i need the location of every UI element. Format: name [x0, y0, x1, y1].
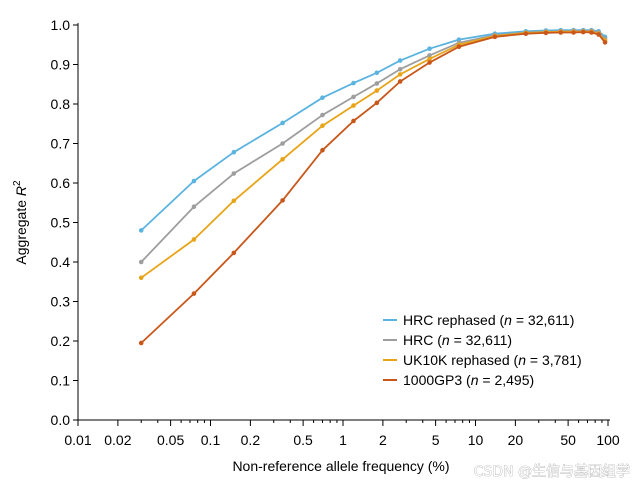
data-point	[231, 198, 237, 204]
data-point	[280, 198, 285, 203]
y-tick-label: 0.6	[51, 175, 71, 191]
series-line	[140, 29, 606, 232]
data-point	[351, 118, 356, 124]
data-point	[456, 44, 462, 50]
y-tick-label: 0.3	[51, 294, 71, 310]
data-point	[571, 30, 576, 35]
y-ticks: 0.0 0.1 0.2 0.3 0.4 0.5 0.6 0.7 0.8 0.9 1.0	[51, 17, 78, 428]
data-point	[456, 37, 462, 42]
watermark: CSDN @生信与基因组学	[474, 463, 630, 480]
series-line	[140, 30, 606, 263]
data-point	[427, 53, 432, 58]
x-tick-label: 0.02	[104, 432, 131, 448]
data-point	[558, 30, 564, 35]
data-point	[427, 46, 432, 51]
axes	[77, 23, 610, 421]
y-tick-label: 0.1	[51, 373, 71, 389]
x-ticks: 0.01 0.02 0.05 0.1 0.2 0.5 1 2 5 10 20 50 100	[64, 420, 620, 448]
series-0	[138, 27, 608, 233]
data-point	[523, 31, 529, 36]
x-axis-title: Non-reference allele frequency (%)	[232, 458, 449, 474]
data-point	[191, 178, 197, 184]
x-tick-label: 1	[339, 432, 347, 448]
data-point	[191, 204, 197, 209]
data-point	[351, 80, 356, 86]
y-tick-label: 0.9	[51, 57, 71, 73]
data-point	[397, 72, 403, 77]
data-point	[320, 112, 325, 118]
data-point	[427, 56, 432, 62]
legend-entry: HRC rephased (n = 32,611)	[403, 312, 574, 328]
data-point	[351, 94, 356, 100]
data-point	[397, 66, 403, 72]
x-tick-label: 0.2	[241, 432, 261, 448]
data-point	[374, 100, 380, 106]
data-point	[231, 250, 237, 256]
series-group	[138, 27, 608, 346]
legend-entry: HRC (n = 32,611)	[403, 332, 512, 348]
data-point	[427, 60, 432, 65]
legend-entry: 1000GP3 (n = 2,495)	[403, 372, 534, 388]
data-point	[320, 95, 325, 100]
data-point	[138, 340, 144, 346]
data-point	[492, 34, 498, 40]
data-point	[320, 123, 325, 129]
series-1	[138, 28, 608, 265]
x-tick-label: 5	[432, 432, 440, 448]
data-point	[138, 228, 144, 233]
data-point	[280, 157, 285, 162]
data-point	[280, 120, 285, 126]
x-tick-label: 10	[468, 432, 484, 448]
data-point	[602, 40, 608, 45]
legend-entry: UK10K rephased (n = 3,781)	[403, 352, 582, 368]
y-tick-label: 0.0	[51, 412, 71, 428]
series-line	[140, 31, 606, 344]
series-3	[138, 29, 608, 346]
x-tick-label: 20	[508, 432, 524, 448]
y-tick-label: 0.5	[51, 215, 71, 231]
x-tick-label: 2	[379, 432, 387, 448]
data-point	[397, 79, 403, 84]
x-tick-label: 0.01	[64, 432, 91, 448]
data-point	[138, 275, 144, 281]
x-tick-label: 0.05	[157, 432, 184, 448]
data-point	[374, 88, 380, 93]
data-point	[320, 147, 325, 153]
y-tick-label: 0.7	[51, 136, 71, 152]
data-point	[191, 237, 197, 242]
series-2	[138, 29, 608, 281]
x-tick-label: 100	[596, 432, 620, 448]
y-axis-title: Aggregate R2	[12, 180, 29, 265]
x-tick-label: 0.5	[293, 432, 313, 448]
data-point	[580, 29, 586, 35]
y-tick-label: 0.2	[51, 333, 71, 349]
y-tick-label: 0.4	[51, 254, 71, 270]
data-point	[374, 70, 380, 76]
series-line	[140, 30, 606, 279]
x-tick-label: 50	[560, 432, 576, 448]
data-point	[191, 291, 197, 296]
x-tick-label: 0.1	[201, 432, 221, 448]
data-point	[543, 30, 549, 36]
data-point	[231, 171, 237, 176]
data-point	[231, 149, 237, 155]
data-point	[138, 259, 144, 265]
legend: HRC rephased (n = 32,611) HRC (n = 32,611…	[383, 312, 582, 388]
data-point	[397, 58, 403, 63]
y-tick-label: 1.0	[51, 17, 71, 33]
data-point	[596, 32, 601, 37]
data-point	[280, 141, 285, 146]
data-point	[351, 103, 356, 108]
data-point	[374, 81, 380, 86]
data-point	[589, 30, 594, 35]
y-tick-label: 0.8	[51, 96, 71, 112]
